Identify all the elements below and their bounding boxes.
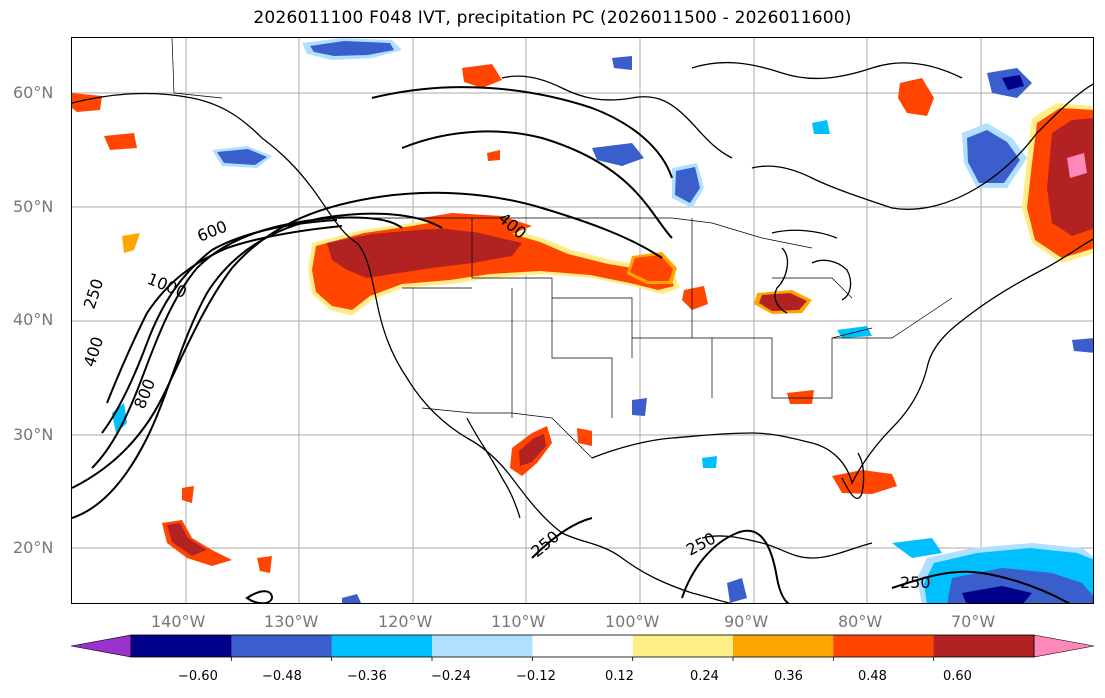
lon-label-80w: 80°W [838, 612, 883, 631]
ivt-contour-250-caribbean [681, 529, 790, 603]
lon-label-100w: 100°W [605, 612, 660, 631]
colorbar-segment [933, 635, 1035, 657]
colorbar-tick-2: −0.36 [347, 669, 387, 684]
colorbar-tick-9: 0.60 [943, 669, 972, 684]
ivt-contour-250-south [531, 517, 593, 559]
lat-label-30: 30°N [13, 425, 54, 444]
map-canvas: 250 400 600 800 1000 400 250 250 250 [72, 38, 1093, 603]
colorbar-tick-5: 0.12 [605, 669, 634, 684]
lon-label-130w: 130°W [264, 612, 319, 631]
colorbar-tick-1: −0.48 [262, 669, 302, 684]
ivt-contour-1000 [106, 225, 343, 404]
political-borders [171, 38, 953, 459]
ivt-contour-small [245, 590, 274, 603]
ivt-contour-250 [72, 191, 663, 489]
lat-label-60: 60°N [13, 83, 54, 102]
map-panel: 250 400 600 800 1000 400 250 250 250 [71, 37, 1094, 604]
colorbar-tick-4: −0.12 [516, 669, 556, 684]
ivt-contour-800 [101, 219, 338, 434]
coastlines [72, 61, 1093, 603]
colorbar-extend-high [1033, 634, 1095, 658]
lon-label-120w: 120°W [378, 612, 433, 631]
colorbar-extend-low [70, 634, 132, 658]
colorbar-tick-3: −0.24 [431, 669, 471, 684]
colorbar-segment [432, 635, 533, 657]
colorbar-tick-0: −0.60 [178, 669, 218, 684]
ivt-contour-400-north [401, 130, 673, 239]
colorbar-segment [231, 635, 333, 657]
lat-label-20: 20°N [13, 538, 54, 557]
ivt-contours [72, 86, 1071, 603]
precip-negative-areas [112, 38, 1093, 603]
colorbar-tick-6: 0.24 [690, 669, 719, 684]
lon-label-70w: 70°W [951, 612, 996, 631]
lon-label-110w: 110°W [491, 612, 546, 631]
ivt-contour-250-east [891, 570, 1071, 603]
lat-label-50: 50°N [13, 197, 54, 216]
ivt-contour-400 [72, 212, 443, 519]
colorbar-segment [131, 635, 232, 657]
colorbar-segment [532, 635, 634, 657]
chart-title: 2026011100 F048 IVT, precipitation PC (2… [253, 8, 852, 28]
colorbar-segment [833, 635, 935, 657]
colorbar-tick-7: 0.36 [774, 669, 803, 684]
ivt-contour-250-north [371, 86, 673, 179]
colorbar-segment [733, 635, 834, 657]
contour-label-250-east: 250 [900, 573, 931, 592]
colorbar-outline [130, 634, 1035, 658]
ivt-contour-600 [91, 216, 403, 469]
colorbar-segment [331, 635, 433, 657]
lon-label-90w: 90°W [724, 612, 769, 631]
lat-label-40: 40°N [13, 310, 54, 329]
colorbar-tick-8: 0.48 [858, 669, 887, 684]
colorbar-segment [632, 635, 734, 657]
precip-positive-areas [72, 64, 1093, 573]
lon-label-140w: 140°W [151, 612, 206, 631]
